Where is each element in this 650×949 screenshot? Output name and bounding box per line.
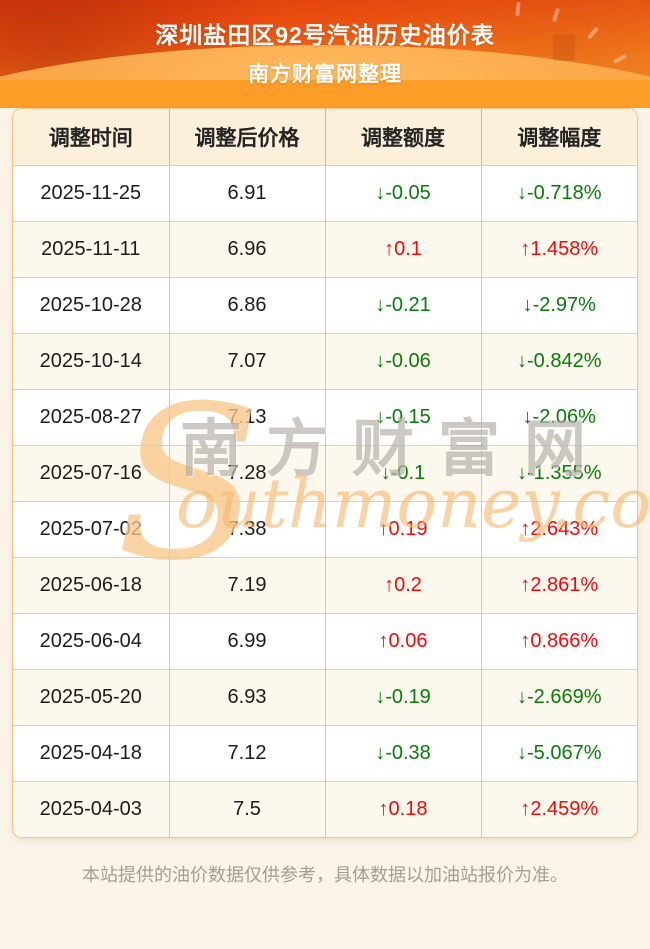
cell-change-pct: ↑2.459% xyxy=(481,780,637,837)
cell-change-pct: ↓-2.669% xyxy=(481,668,637,725)
cell-change-amount: ↑0.18 xyxy=(325,780,482,837)
cell-change-amount: ↓-0.19 xyxy=(325,668,482,725)
cell-change-amount: ↓-0.15 xyxy=(325,388,482,445)
table-body: 2025-11-25 6.91 ↓-0.05 ↓-0.718% 2025-11-… xyxy=(13,165,637,837)
cell-change-amount: ↓-0.06 xyxy=(325,332,482,389)
table-row: 2025-04-03 7.5 ↑0.18 ↑2.459% xyxy=(13,780,637,837)
cell-adjust-date: 2025-10-14 xyxy=(13,332,170,389)
table-row: 2025-08-27 7.13 ↓-0.15 ↓-2.06% xyxy=(13,388,637,445)
column-header-date: 调整时间 xyxy=(13,109,170,166)
cell-price: 7.12 xyxy=(169,724,326,781)
cell-price: 7.5 xyxy=(169,780,326,837)
table-header: 调整时间 调整后价格 调整额度 调整幅度 xyxy=(13,109,637,166)
cell-price: 6.96 xyxy=(169,220,326,277)
cell-change-pct: ↓-2.06% xyxy=(481,388,637,445)
column-header-pct: 调整幅度 xyxy=(481,109,637,166)
header-banner: 深圳盐田区92号汽油历史油价表 南方财富网整理 xyxy=(0,0,650,108)
cell-adjust-date: 2025-10-28 xyxy=(13,276,170,333)
cell-change-amount: ↑0.06 xyxy=(325,612,482,669)
table-row: 2025-06-04 6.99 ↑0.06 ↑0.866% xyxy=(13,612,637,669)
table-row: 2025-11-11 6.96 ↑0.1 ↑1.458% xyxy=(13,220,637,277)
cell-change-pct: ↓-0.842% xyxy=(481,332,637,389)
cell-change-amount: ↓-0.38 xyxy=(325,724,482,781)
table-row: 2025-11-25 6.91 ↓-0.05 ↓-0.718% xyxy=(13,165,637,221)
cell-price: 7.07 xyxy=(169,332,326,389)
cell-price: 7.19 xyxy=(169,556,326,613)
table-row: 2025-07-02 7.38 ↑0.19 ↑2.643% xyxy=(13,500,637,557)
fuel-pump-icon xyxy=(553,35,575,61)
cell-change-pct: ↓-5.067% xyxy=(481,724,637,781)
cell-adjust-date: 2025-04-18 xyxy=(13,724,170,781)
cell-price: 6.93 xyxy=(169,668,326,725)
cell-adjust-date: 2025-06-04 xyxy=(13,612,170,669)
price-table: 调整时间 调整后价格 调整额度 调整幅度 2025-11-25 6.91 ↓-0… xyxy=(12,108,638,838)
cell-change-amount: ↑0.19 xyxy=(325,500,482,557)
table-header-row: 调整时间 调整后价格 调整额度 调整幅度 xyxy=(13,109,637,166)
cell-change-pct: ↑1.458% xyxy=(481,220,637,277)
cell-adjust-date: 2025-11-25 xyxy=(13,165,170,221)
page-title: 深圳盐田区92号汽油历史油价表 xyxy=(155,22,495,48)
cell-adjust-date: 2025-05-20 xyxy=(13,668,170,725)
cell-price: 6.99 xyxy=(169,612,326,669)
table-row: 2025-06-18 7.19 ↑0.2 ↑2.861% xyxy=(13,556,637,613)
cell-change-amount: ↑0.1 xyxy=(325,220,482,277)
cell-adjust-date: 2025-11-11 xyxy=(13,220,170,277)
cell-price: 6.86 xyxy=(169,276,326,333)
table-row: 2025-10-28 6.86 ↓-0.21 ↓-2.97% xyxy=(13,276,637,333)
cell-change-amount: ↓-0.1 xyxy=(325,444,482,501)
column-header-price: 调整后价格 xyxy=(169,109,326,166)
cell-price: 7.38 xyxy=(169,500,326,557)
cell-change-pct: ↑2.861% xyxy=(481,556,637,613)
cell-adjust-date: 2025-04-03 xyxy=(13,780,170,837)
table-row: 2025-05-20 6.93 ↓-0.19 ↓-2.669% xyxy=(13,668,637,725)
table-row: 2025-07-16 7.28 ↓-0.1 ↓-1.355% xyxy=(13,444,637,501)
cell-price: 7.13 xyxy=(169,388,326,445)
cell-change-amount: ↓-0.21 xyxy=(325,276,482,333)
table-row: 2025-04-18 7.12 ↓-0.38 ↓-5.067% xyxy=(13,724,637,781)
footer-disclaimer: 本站提供的油价数据仅供参考，具体数据以加油站报价为准。 xyxy=(82,865,568,885)
cell-adjust-date: 2025-07-16 xyxy=(13,444,170,501)
cell-change-pct: ↓-0.718% xyxy=(481,165,637,221)
page-subtitle: 南方财富网整理 xyxy=(248,63,402,86)
cell-change-amount: ↑0.2 xyxy=(325,556,482,613)
price-history-table: 调整时间 调整后价格 调整额度 调整幅度 2025-11-25 6.91 ↓-0… xyxy=(13,109,637,837)
cell-adjust-date: 2025-07-02 xyxy=(13,500,170,557)
cell-adjust-date: 2025-08-27 xyxy=(13,388,170,445)
cell-change-pct: ↑2.643% xyxy=(481,500,637,557)
banner-swoosh-decoration xyxy=(0,80,650,108)
cell-change-pct: ↓-1.355% xyxy=(481,444,637,501)
cell-change-amount: ↓-0.05 xyxy=(325,165,482,221)
cell-change-pct: ↓-2.97% xyxy=(481,276,637,333)
cell-price: 7.28 xyxy=(169,444,326,501)
cell-change-pct: ↑0.866% xyxy=(481,612,637,669)
cell-adjust-date: 2025-06-18 xyxy=(13,556,170,613)
table-row: 2025-10-14 7.07 ↓-0.06 ↓-0.842% xyxy=(13,332,637,389)
cell-price: 6.91 xyxy=(169,165,326,221)
column-header-change: 调整额度 xyxy=(325,109,482,166)
